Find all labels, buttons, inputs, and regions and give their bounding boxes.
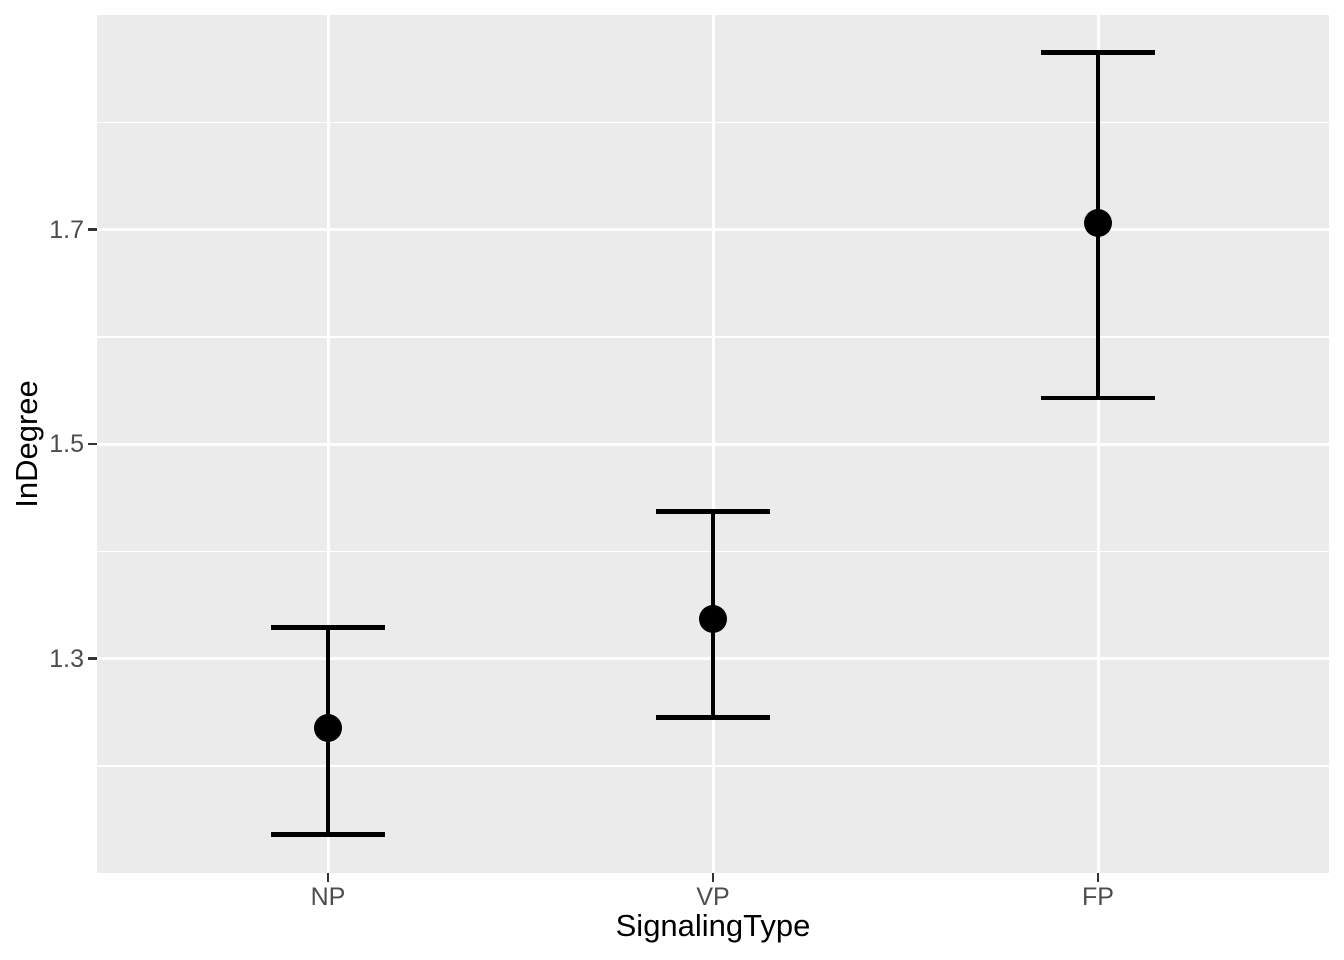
y-axis-title: InDegree	[9, 380, 44, 508]
x-axis-title: SignalingType	[615, 908, 811, 943]
errorbar-cap-bottom-NP	[271, 832, 385, 837]
y-tick-label: 1.3	[49, 644, 84, 673]
errorbar-cap-top-VP	[656, 509, 770, 514]
point-NP	[314, 714, 342, 743]
point-VP	[699, 604, 727, 633]
y-tick-label: 1.5	[49, 430, 84, 458]
x-tick-mark	[711, 873, 715, 882]
plot-panel	[97, 15, 1329, 873]
x-tick-label-FP: FP	[1082, 883, 1114, 911]
x-tick-label-NP: NP	[310, 883, 346, 911]
errorbar-cap-top-NP	[271, 625, 385, 630]
errorbar-cap-bottom-VP	[656, 715, 770, 720]
x-tick-mark	[326, 873, 330, 882]
x-gridline-major-FP	[1096, 15, 1100, 873]
y-tick-mark	[88, 228, 97, 231]
errorbar-cap-bottom-FP	[1041, 395, 1155, 401]
x-gridline-major-NP	[326, 15, 330, 873]
y-tick-mark	[88, 657, 97, 660]
y-tick-label: 1.7	[49, 215, 84, 244]
point-FP	[1084, 209, 1112, 238]
errorbar-cap-top-FP	[1041, 50, 1155, 55]
y-tick-mark	[88, 442, 97, 446]
x-tick-mark	[1096, 873, 1100, 882]
x-gridline-major-VP	[711, 15, 715, 873]
x-tick-label-VP: VP	[696, 883, 730, 911]
